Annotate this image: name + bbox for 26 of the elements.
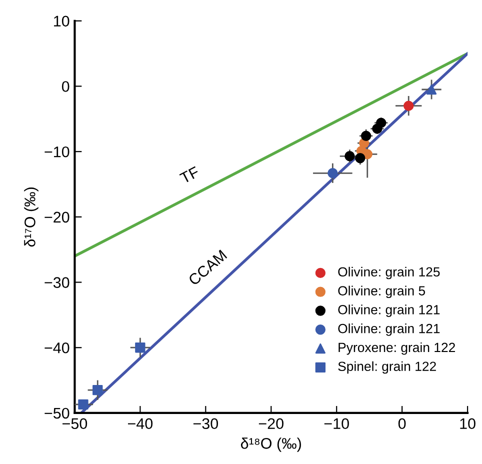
point [328, 168, 338, 178]
x-tick-label: −30 [193, 418, 218, 430]
y-axis-title: δ¹⁷O (‰) [24, 188, 38, 247]
x-tick-label: −40 [128, 418, 153, 430]
y-tick-label: −40 [44, 342, 70, 354]
legend-label: Pyroxene: grain 122 [338, 342, 456, 355]
x-tick-label: 10 [460, 418, 476, 430]
point [404, 100, 414, 111]
legend-label: Olivine: grain 5 [338, 286, 426, 298]
legend-label: Olivine: grain 121 [338, 324, 440, 336]
legend-label: Olivine: grain 121 [338, 304, 440, 317]
x-axis-title: δ¹⁸O (‰) [240, 438, 301, 452]
legend-label: Spinel: grain 122 [338, 361, 436, 374]
y-tick-label: 10 [54, 16, 70, 27]
y-tick-label: −30 [44, 277, 70, 288]
y-tick-label: −50 [44, 408, 70, 419]
point [344, 151, 355, 162]
y-tick-label: 0 [62, 81, 70, 92]
x-tick-label: −10 [324, 418, 349, 430]
y-tick-label: −20 [44, 212, 70, 223]
x-tick-label: 0 [398, 418, 406, 430]
annotation: TF [179, 166, 200, 184]
x-tick-label: −20 [258, 418, 284, 430]
legend-label: Olivine: grain 125 [338, 266, 440, 280]
y-tick-label: −10 [44, 146, 70, 158]
x-tick-label: −50 [62, 418, 88, 430]
